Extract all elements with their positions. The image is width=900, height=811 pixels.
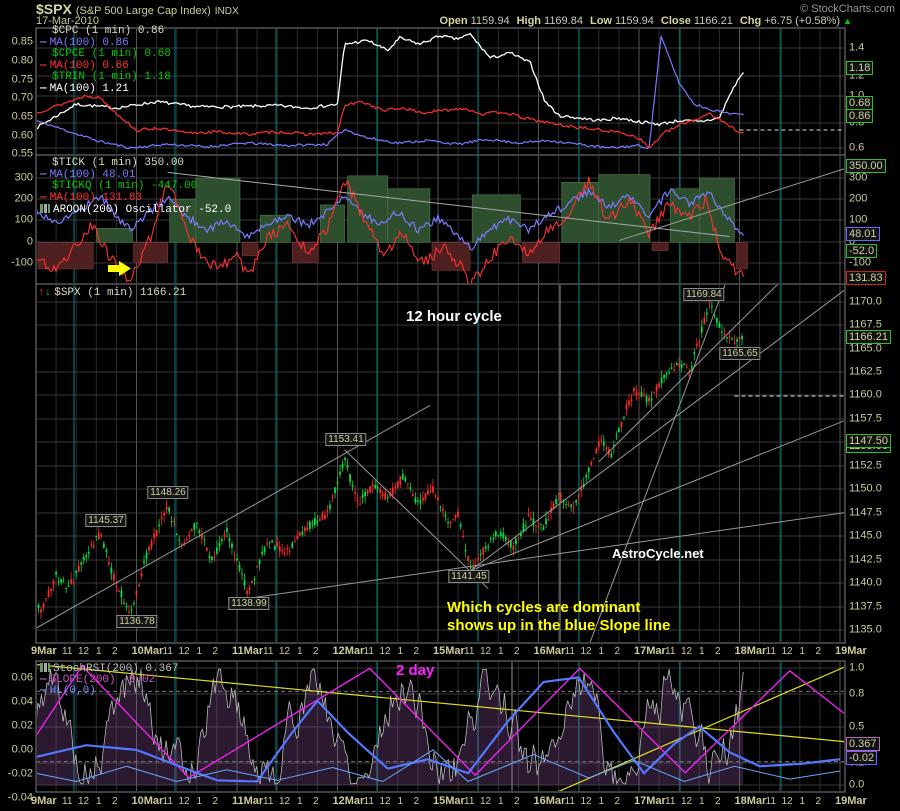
yellow-right-arrow-icon xyxy=(108,261,131,276)
panel-spx-price xyxy=(37,285,844,642)
panel-tick-aroon xyxy=(37,156,844,283)
panel-stochrsi-slope-hl xyxy=(37,662,844,791)
panel-put-call-trin xyxy=(37,29,844,154)
